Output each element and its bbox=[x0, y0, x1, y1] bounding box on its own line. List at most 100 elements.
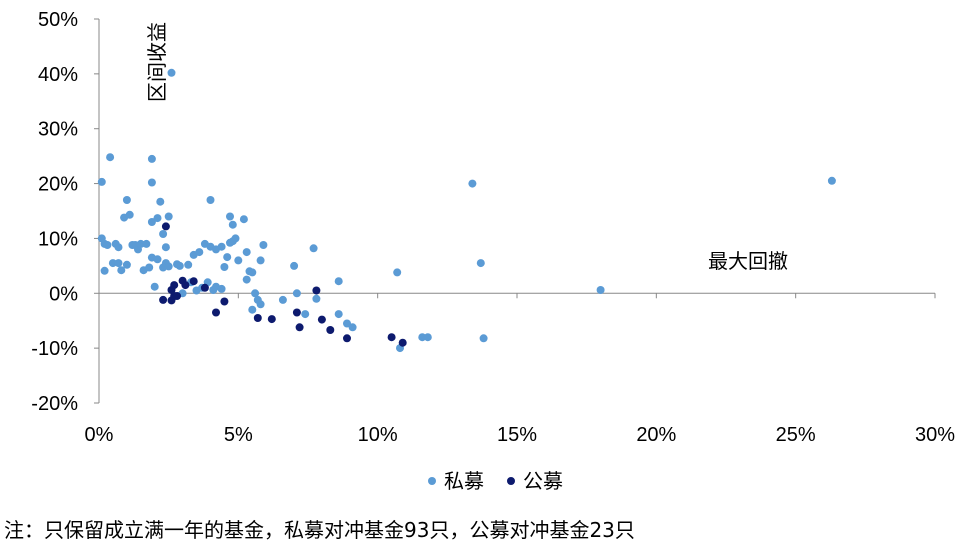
private-fund-point bbox=[120, 213, 129, 222]
private-fund-point bbox=[423, 333, 432, 342]
public-fund-point bbox=[161, 222, 170, 231]
private-fund-point bbox=[476, 259, 485, 268]
private-fund-point bbox=[217, 242, 226, 251]
private-fund-point bbox=[153, 214, 162, 223]
public-fund-point bbox=[326, 326, 335, 334]
legend-marker-private bbox=[428, 477, 436, 485]
private-fund-point bbox=[248, 305, 257, 314]
public-fund-point bbox=[312, 286, 321, 295]
private-fund-point bbox=[164, 212, 173, 221]
private-fund-point bbox=[596, 286, 605, 294]
private-fund-point bbox=[278, 295, 287, 304]
private-fund-point bbox=[164, 262, 173, 271]
private-fund-point bbox=[239, 215, 248, 224]
y-axis-title: 区间收益 bbox=[145, 22, 169, 102]
private-fund-point bbox=[343, 319, 351, 328]
public-fund-point bbox=[200, 283, 209, 292]
legend-marker-public bbox=[507, 477, 515, 485]
public-fund-point bbox=[170, 292, 179, 300]
private-fund-point bbox=[292, 289, 301, 298]
public-fund-point bbox=[295, 323, 304, 332]
x-tick-label: 15% bbox=[497, 424, 537, 446]
private-fund-point bbox=[334, 277, 343, 286]
private-fund-point bbox=[184, 260, 193, 269]
private-fund-point bbox=[348, 323, 357, 332]
private-fund-point bbox=[206, 196, 215, 204]
public-fund-point bbox=[387, 333, 396, 342]
public-fund-point bbox=[181, 281, 190, 290]
y-tick-label: 0% bbox=[49, 283, 78, 305]
public-fund-point bbox=[189, 277, 198, 286]
legend: 私募 公募 bbox=[428, 469, 563, 493]
private-fund-point bbox=[103, 241, 112, 249]
y-tick-label: 10% bbox=[38, 228, 78, 250]
legend-label-private: 私募 bbox=[444, 469, 484, 493]
scatter-points bbox=[97, 68, 836, 353]
private-fund-point bbox=[122, 260, 131, 269]
footnote: 注：只保留成立满一年的基金，私募对冲基金93只，公募对冲基金23只 bbox=[4, 518, 635, 542]
private-fund-point bbox=[256, 300, 265, 309]
x-tick-label: 25% bbox=[776, 424, 816, 446]
private-fund-point bbox=[220, 263, 229, 271]
private-fund-point bbox=[114, 243, 123, 252]
x-tick-label: 10% bbox=[358, 424, 398, 446]
private-fund-point bbox=[248, 268, 257, 277]
private-fund-point bbox=[251, 289, 260, 298]
private-fund-point bbox=[106, 153, 115, 162]
private-fund-point bbox=[142, 239, 151, 248]
x-tick-label: 5% bbox=[224, 424, 253, 446]
y-tick-label: -20% bbox=[31, 393, 78, 415]
private-fund-point bbox=[479, 334, 488, 343]
private-fund-point bbox=[128, 241, 137, 249]
private-fund-point bbox=[242, 275, 251, 284]
public-fund-point bbox=[267, 315, 276, 324]
public-fund-point bbox=[343, 334, 351, 343]
public-fund-point bbox=[212, 308, 220, 317]
private-fund-point bbox=[97, 177, 106, 186]
private-fund-point bbox=[108, 259, 117, 268]
private-fund-point bbox=[393, 268, 402, 277]
private-fund-point bbox=[827, 176, 836, 185]
private-fund-point bbox=[226, 212, 234, 221]
public-fund-point bbox=[253, 314, 262, 322]
private-fund-point bbox=[301, 310, 310, 319]
private-fund-point bbox=[418, 333, 427, 342]
public-fund-point bbox=[317, 315, 326, 324]
y-tick-label: 50% bbox=[38, 9, 78, 31]
private-fund-point bbox=[147, 178, 156, 187]
private-fund-point bbox=[153, 255, 162, 264]
public-fund-point bbox=[159, 295, 168, 304]
private-fund-point bbox=[242, 248, 251, 257]
private-fund-point bbox=[136, 239, 145, 248]
x-axis-tick-labels: 0% 5% 10% 15% 20% 25% 30% bbox=[85, 293, 955, 446]
private-fund-point bbox=[159, 230, 168, 238]
private-fund-point bbox=[117, 266, 126, 275]
y-tick-label: 40% bbox=[38, 64, 78, 86]
x-tick-label: 30% bbox=[915, 424, 955, 446]
private-fund-point bbox=[195, 248, 204, 257]
legend-label-public: 公募 bbox=[523, 469, 563, 493]
private-fund-point bbox=[173, 260, 181, 269]
x-tick-label: 0% bbox=[85, 424, 114, 446]
private-fund-point bbox=[100, 266, 109, 275]
private-fund-point bbox=[228, 220, 237, 229]
private-fund-point bbox=[150, 282, 159, 291]
x-axis-title: 最大回撤 bbox=[708, 249, 788, 273]
y-tick-label: -10% bbox=[31, 338, 78, 360]
private-fund-point bbox=[122, 196, 131, 204]
private-fund-point bbox=[312, 294, 321, 303]
y-axis-tick-labels: 50% 40% 30% 20% 10% 0% -10% -20% bbox=[31, 9, 99, 415]
private-fund-point bbox=[259, 241, 268, 249]
private-fund-point bbox=[147, 154, 156, 163]
y-tick-label: 20% bbox=[38, 174, 78, 196]
public-fund-point bbox=[292, 308, 301, 317]
private-fund-point bbox=[309, 244, 318, 253]
private-fund-point bbox=[156, 197, 165, 206]
x-tick-label: 20% bbox=[636, 424, 676, 446]
public-fund-point bbox=[398, 338, 407, 347]
private-fund-point bbox=[231, 234, 240, 243]
private-fund-point bbox=[161, 243, 170, 252]
private-fund-point bbox=[147, 218, 156, 226]
private-fund-point bbox=[217, 284, 226, 293]
